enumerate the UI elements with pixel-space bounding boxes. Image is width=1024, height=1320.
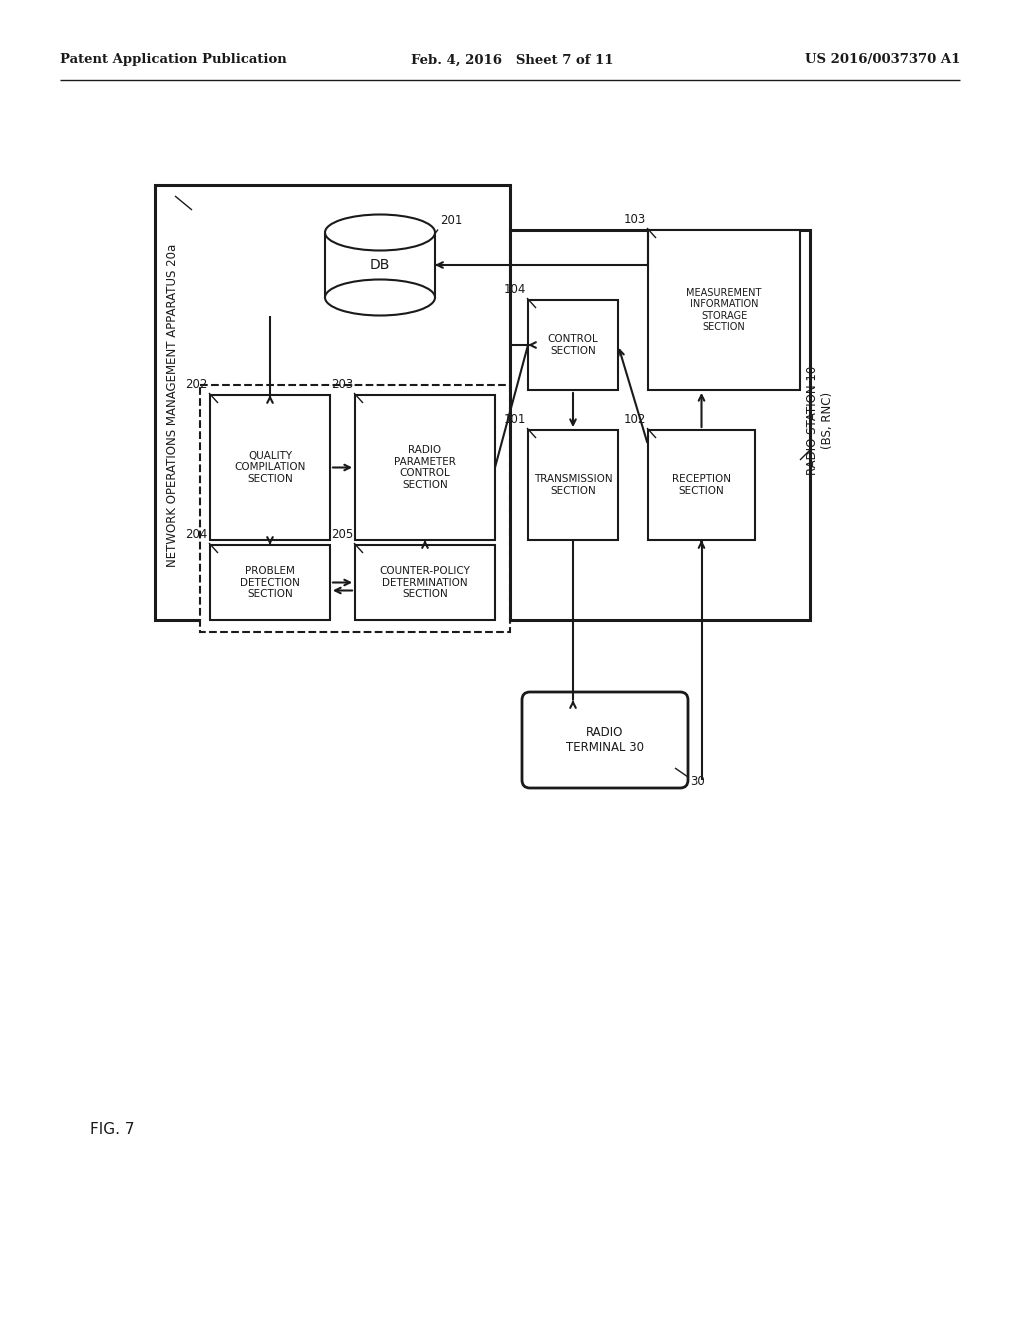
Bar — [210, 395, 330, 540]
Text: DB: DB — [370, 257, 390, 272]
Text: 101: 101 — [504, 413, 526, 426]
Text: Feb. 4, 2016   Sheet 7 of 11: Feb. 4, 2016 Sheet 7 of 11 — [411, 54, 613, 66]
Text: NETWORK OPERATIONS MANAGEMENT APPARATUS 20a: NETWORK OPERATIONS MANAGEMENT APPARATUS … — [167, 243, 179, 566]
Bar — [510, 230, 810, 620]
Bar — [528, 430, 618, 540]
Text: 203: 203 — [331, 378, 353, 391]
Text: RADIO STATION 10
(BS, RNC): RADIO STATION 10 (BS, RNC) — [806, 366, 834, 475]
Bar — [355, 545, 495, 620]
Bar — [325, 232, 435, 297]
Text: 205: 205 — [331, 528, 353, 541]
Text: 30: 30 — [690, 775, 705, 788]
Text: PROBLEM
DETECTION
SECTION: PROBLEM DETECTION SECTION — [240, 566, 300, 599]
Ellipse shape — [325, 214, 435, 251]
Text: 201: 201 — [440, 214, 463, 227]
Bar — [648, 230, 800, 389]
Bar — [648, 430, 755, 540]
Text: 202: 202 — [185, 378, 208, 391]
Bar — [155, 185, 510, 620]
Text: RECEPTION
SECTION: RECEPTION SECTION — [672, 474, 731, 496]
Ellipse shape — [325, 280, 435, 315]
FancyBboxPatch shape — [522, 692, 688, 788]
Bar — [210, 545, 330, 620]
Text: QUALITY
COMPILATION
SECTION: QUALITY COMPILATION SECTION — [234, 451, 306, 484]
Bar — [528, 300, 618, 389]
Text: 204: 204 — [185, 528, 208, 541]
Text: 104: 104 — [504, 282, 526, 296]
Text: 103: 103 — [624, 213, 646, 226]
Bar — [200, 385, 510, 632]
Text: 102: 102 — [624, 413, 646, 426]
Text: CONTROL
SECTION: CONTROL SECTION — [548, 334, 598, 356]
Text: COUNTER-POLICY
DETERMINATION
SECTION: COUNTER-POLICY DETERMINATION SECTION — [380, 566, 470, 599]
Text: MEASUREMENT
INFORMATION
STORAGE
SECTION: MEASUREMENT INFORMATION STORAGE SECTION — [686, 288, 762, 333]
Text: RADIO
TERMINAL 30: RADIO TERMINAL 30 — [566, 726, 644, 754]
Bar — [355, 395, 495, 540]
Text: US 2016/0037370 A1: US 2016/0037370 A1 — [805, 54, 961, 66]
Text: TRANSMISSION
SECTION: TRANSMISSION SECTION — [534, 474, 612, 496]
Text: RADIO
PARAMETER
CONTROL
SECTION: RADIO PARAMETER CONTROL SECTION — [394, 445, 456, 490]
Text: FIG. 7: FIG. 7 — [90, 1122, 134, 1138]
Text: Patent Application Publication: Patent Application Publication — [60, 54, 287, 66]
